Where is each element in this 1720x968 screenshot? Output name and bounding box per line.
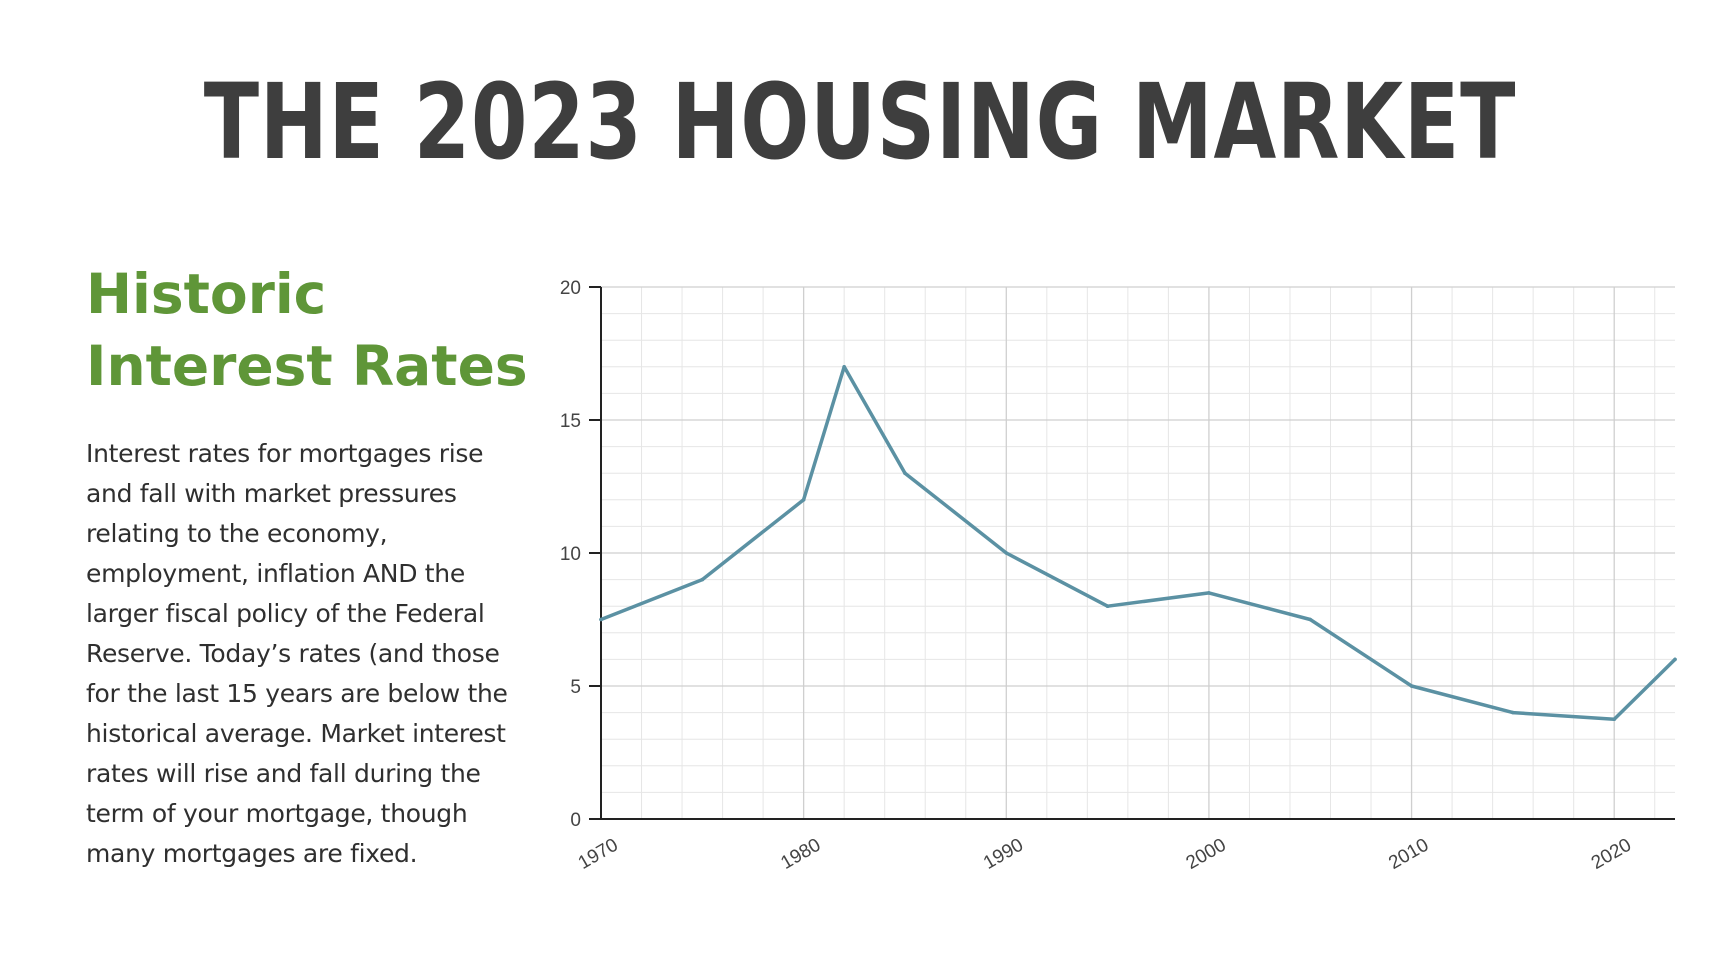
chart-svg: 0 5 10 15 20 1970 1980 1990 2000 2010 2020 — [560, 278, 1677, 874]
tick-layer: 0 5 10 15 20 1970 1980 1990 2000 2010 2020 — [560, 278, 1635, 874]
x-tick-label: 1970 — [575, 835, 622, 874]
y-tick-label: 5 — [570, 677, 581, 698]
section-heading: Historic Interest Rates — [86, 258, 546, 402]
data-point — [1105, 604, 1110, 608]
series-layer — [599, 365, 1677, 722]
x-tick-label: 2010 — [1385, 835, 1432, 874]
data-point — [1612, 717, 1617, 722]
x-tick-label: 2000 — [1183, 835, 1230, 874]
grid-layer — [601, 286, 1675, 819]
interest-rate-chart: 0 5 10 15 20 1970 1980 1990 2000 2010 2020 — [520, 260, 1680, 900]
data-point — [1308, 617, 1313, 622]
data-point — [700, 577, 705, 582]
data-point — [1207, 591, 1211, 595]
data-point — [903, 471, 907, 475]
x-tick-label: 1990 — [980, 835, 1027, 874]
data-point — [1673, 657, 1677, 662]
body-paragraph: Interest rates for mortgages rise and fa… — [86, 439, 508, 868]
y-tick-label: 20 — [560, 278, 581, 299]
x-tick-label: 1980 — [777, 835, 824, 874]
data-point — [801, 498, 806, 502]
data-point — [1511, 710, 1515, 715]
data-point — [1004, 551, 1009, 555]
section-heading-line-2: Interest Rates — [86, 334, 528, 398]
y-tick-label: 0 — [570, 810, 581, 831]
slide-title: THE 2023 HOUSING MARKET — [203, 61, 1517, 183]
axis-layer — [589, 286, 1675, 820]
y-tick-label: 15 — [560, 411, 581, 432]
data-point — [842, 365, 846, 369]
x-tick-label: 2020 — [1588, 835, 1635, 874]
y-tick-label: 10 — [560, 544, 581, 565]
data-point — [1409, 684, 1414, 688]
section-heading-line-1: Historic — [86, 262, 327, 326]
data-point — [599, 617, 603, 622]
